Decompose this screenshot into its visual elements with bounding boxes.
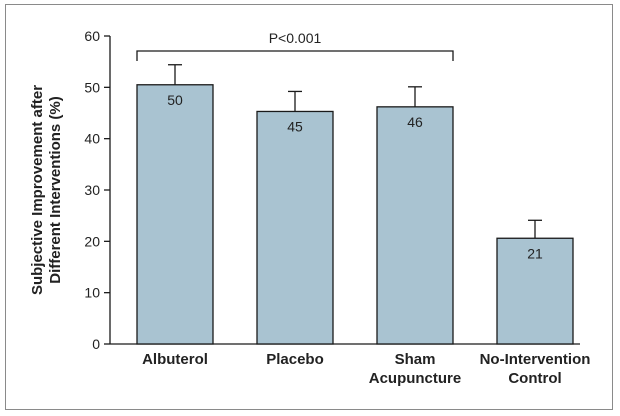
significance-bracket (136, 50, 454, 61)
bar (376, 106, 454, 345)
y-tick-label: 50 (84, 79, 100, 95)
y-tick-label: 0 (92, 336, 100, 352)
category-label: Sham Acupuncture (369, 351, 462, 387)
bar (136, 84, 214, 345)
data-label: 46 (407, 114, 423, 130)
category-label-line: Placebo (266, 351, 324, 368)
data-label: 45 (287, 118, 303, 134)
y-tick-label: 60 (84, 28, 100, 44)
category-label-line: Control (508, 370, 561, 387)
category-label-line: Acupuncture (369, 370, 462, 387)
y-tick-label: 10 (84, 285, 100, 301)
bar (496, 237, 574, 345)
y-tick-label: 20 (84, 233, 100, 249)
data-label: 21 (527, 245, 543, 261)
category-label-line: Albuterol (142, 351, 208, 368)
y-tick-label: 40 (84, 131, 100, 147)
category-label-line: Sham (395, 351, 436, 368)
category-label: No-Intervention Control (480, 351, 591, 387)
category-label: Placebo (266, 351, 324, 368)
y-axis-label-line: Different Interventions (%) (47, 96, 64, 284)
bar (256, 110, 334, 345)
y-axis-label: Subjective Improvement afterDifferent In… (29, 85, 64, 295)
y-tick-label: 30 (84, 182, 100, 198)
category-label: Albuterol (142, 351, 208, 368)
y-axis-label-line: Subjective Improvement after (29, 85, 46, 295)
data-label: 50 (167, 92, 183, 108)
category-label-line: No-Intervention (480, 351, 591, 368)
p-value-annotation: P<0.001 (269, 30, 322, 46)
